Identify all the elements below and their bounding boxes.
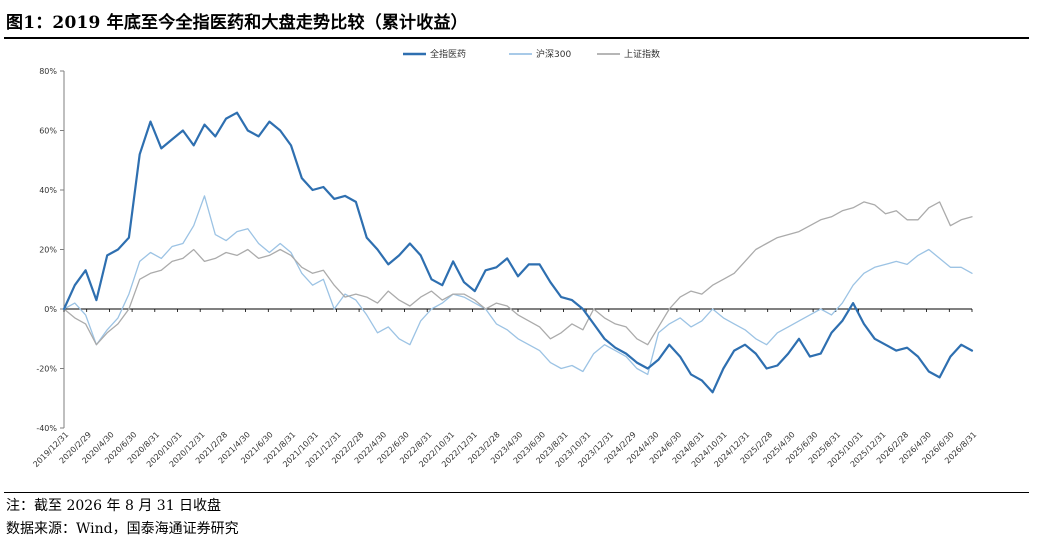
legend-label-0: 全指医药 [430, 48, 466, 60]
line-chart: 全指医药 沪深300 上证指数 80% 60% 40% 20% 0% -20% -40% 201… [31, 48, 978, 469]
y-tick-label: 80% [39, 67, 57, 76]
chart-legend: 全指医药 沪深300 上证指数 [403, 48, 660, 60]
y-tick-label: 0% [44, 305, 57, 314]
title-rule [4, 37, 1029, 39]
y-tick-label: 40% [39, 186, 57, 195]
y-tick-label: 20% [39, 246, 57, 255]
legend-label-2: 上证指数 [624, 48, 660, 60]
y-tick-label: -20% [36, 365, 57, 374]
series-line-2 [63, 201, 973, 346]
figure-title: 图1：2019 年底至今全指医药和大盘走势比较（累计收益） [6, 13, 468, 33]
figure-note: 注：截至 2026 年 8 月 31 日收盘 [6, 498, 222, 514]
figure-source: 数据来源：Wind，国泰海通证券研究 [6, 521, 239, 537]
series-line-1 [63, 195, 973, 376]
series-lines [62, 111, 974, 394]
series-line-0 [62, 111, 974, 394]
bottom-rule [4, 492, 1029, 493]
y-tick-label: 60% [39, 127, 57, 136]
legend-label-1: 沪深300 [536, 48, 571, 60]
y-tick-label: -40% [36, 424, 57, 433]
x-axis: 2019/12/312020/2/292020/4/302020/6/30202… [31, 308, 978, 469]
y-axis: 80% 60% 40% 20% 0% -20% -40% [36, 67, 65, 433]
